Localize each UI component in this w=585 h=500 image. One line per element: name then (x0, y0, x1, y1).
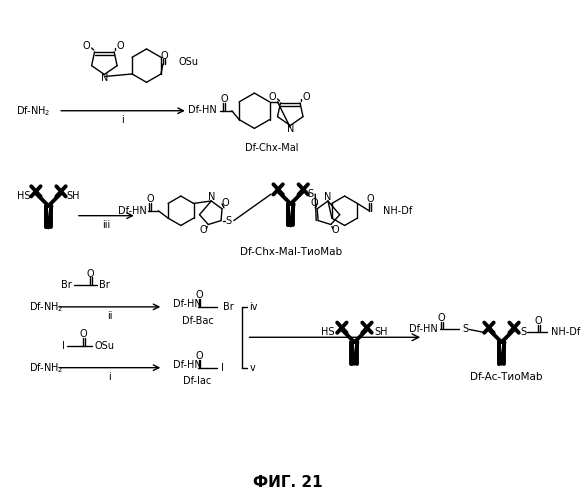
Text: i: i (122, 114, 125, 124)
Text: N: N (324, 192, 332, 202)
Text: Br: Br (99, 280, 110, 290)
Text: iv: iv (249, 302, 258, 312)
Text: S: S (520, 328, 526, 338)
Text: O: O (220, 94, 228, 104)
Text: Df-HN: Df-HN (173, 299, 202, 309)
Text: I: I (62, 341, 65, 351)
Text: O: O (147, 194, 154, 204)
Text: NH-Df: NH-Df (383, 206, 412, 216)
Text: O: O (269, 92, 277, 102)
Text: S: S (226, 216, 232, 226)
Text: Br: Br (223, 302, 234, 312)
Text: v: v (249, 362, 255, 372)
Text: Df-Chx-Mal: Df-Chx-Mal (245, 143, 299, 153)
Text: O: O (332, 226, 340, 235)
Text: N: N (287, 124, 294, 134)
Text: O: O (221, 198, 229, 208)
Text: Br: Br (61, 280, 72, 290)
Text: O: O (80, 330, 88, 340)
Text: Df-Iac: Df-Iac (183, 376, 212, 386)
Text: iii: iii (102, 220, 111, 230)
Text: I: I (221, 362, 224, 372)
Text: Df-NH$_2$: Df-NH$_2$ (29, 361, 63, 374)
Text: O: O (199, 226, 207, 235)
Text: S: S (307, 189, 314, 199)
Text: OSu: OSu (95, 341, 115, 351)
Text: N: N (208, 192, 215, 202)
Text: Df-Chx-Mal-ТиоMab: Df-Chx-Mal-ТиоMab (240, 247, 342, 257)
Text: ФИГ. 21: ФИГ. 21 (253, 475, 322, 490)
Text: O: O (438, 312, 446, 322)
Text: SH: SH (66, 191, 80, 201)
Text: HS: HS (18, 191, 31, 201)
Text: O: O (195, 351, 204, 361)
Text: O: O (116, 41, 124, 51)
Text: N: N (101, 74, 108, 84)
Text: ii: ii (107, 310, 112, 320)
Text: O: O (195, 290, 204, 300)
Text: i: i (108, 372, 111, 382)
Text: Df-HN: Df-HN (173, 360, 202, 370)
Text: O: O (160, 52, 168, 62)
Text: NH-Df: NH-Df (550, 328, 580, 338)
Text: SH: SH (374, 328, 387, 338)
Text: Df-HN: Df-HN (409, 324, 438, 334)
Text: O: O (87, 268, 94, 278)
Text: Df-Ac-ТиоMab: Df-Ac-ТиоMab (470, 372, 543, 382)
Text: O: O (366, 194, 374, 204)
Text: O: O (311, 198, 318, 208)
Text: S: S (462, 324, 469, 334)
Text: OSu: OSu (178, 57, 199, 67)
Text: Df-HN: Df-HN (118, 206, 146, 216)
Text: Df-Bac: Df-Bac (182, 316, 214, 326)
Text: O: O (302, 92, 310, 102)
Text: Df-NH$_2$: Df-NH$_2$ (16, 104, 50, 118)
Text: Df-HN: Df-HN (188, 105, 217, 115)
Text: O: O (535, 316, 543, 326)
Text: HS: HS (321, 328, 335, 338)
Text: O: O (83, 41, 91, 51)
Text: Df-NH$_2$: Df-NH$_2$ (29, 300, 63, 314)
